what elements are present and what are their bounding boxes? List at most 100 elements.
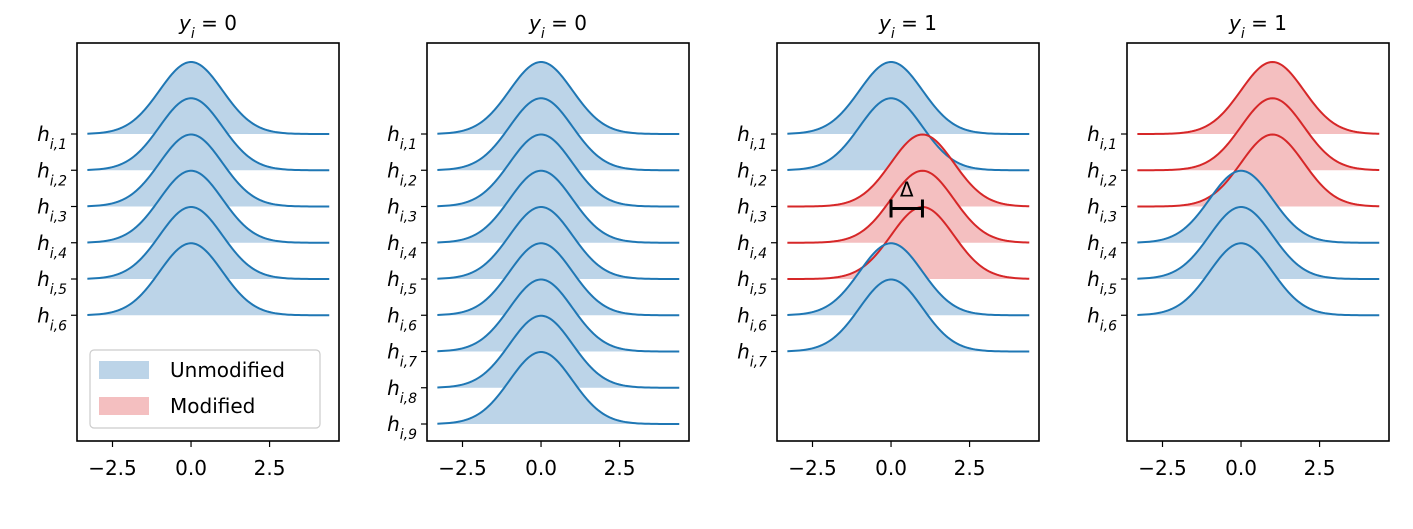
ridge-line [437, 61, 680, 135]
y-tick-label-sub: i,7 [750, 355, 767, 371]
y-tick-label: hi,3 [387, 195, 417, 226]
y-tick-label-base: h [1087, 231, 1100, 255]
y-tick-label: hi,3 [1087, 195, 1117, 226]
y-tick-label-sub: i,3 [1100, 210, 1117, 226]
x-tick-label: −2.5 [438, 456, 487, 480]
ridge-line [87, 61, 330, 135]
y-tick-label: hi,8 [387, 376, 417, 407]
y-tick-label: hi,3 [737, 195, 767, 226]
ridge-fill [1137, 243, 1380, 316]
ridge-fill [1137, 62, 1380, 134]
ridge-line [437, 278, 680, 353]
ridge-line [787, 61, 1030, 135]
ridge-fill [437, 62, 680, 134]
ridge-line [437, 169, 680, 244]
y-tick-label-sub: i,2 [50, 173, 67, 189]
panel-title: yi = 0 [178, 11, 237, 42]
x-tick-label: 0.0 [875, 456, 907, 480]
y-tick-label-sub: i,1 [400, 137, 417, 153]
legend-label: Modified [170, 394, 255, 418]
y-tick-label-base: h [37, 122, 50, 146]
x-tick-label: 2.5 [954, 456, 986, 480]
ridge-fill [1137, 170, 1380, 243]
y-tick-label: hi,4 [1087, 231, 1117, 262]
x-tick-label: 0.0 [525, 456, 557, 480]
ridge-line [87, 169, 330, 244]
y-tick-label-base: h [387, 376, 400, 400]
y-tick-label: hi,2 [37, 158, 67, 189]
panel-title-base: y [178, 11, 192, 35]
y-tick-label-sub: i,6 [400, 318, 417, 334]
ridge-fill [87, 170, 330, 243]
y-tick-label-base: h [737, 195, 750, 219]
ridge-line [437, 314, 680, 389]
y-tick-label-sub: i,6 [750, 318, 767, 334]
axes-frame [1126, 42, 1390, 442]
y-tick-label-sub: i,1 [1100, 137, 1117, 153]
y-tick-label-base: h [37, 195, 50, 219]
y-tick-label: hi,6 [387, 303, 417, 334]
y-tick-label-base: h [37, 303, 50, 327]
ridge-fill [87, 207, 330, 279]
y-tick-label-sub: i,4 [50, 246, 67, 262]
panel-title-base: y [528, 11, 542, 35]
y-tick-label-sub: i,9 [400, 427, 417, 443]
ridge-line [437, 206, 680, 280]
legend-swatch [99, 361, 149, 379]
y-tick-label-sub: i,2 [750, 173, 767, 189]
ridge-fill [787, 243, 1030, 316]
panel-title-rest: = 1 [1245, 11, 1287, 35]
delta-label: Δ [900, 178, 914, 202]
x-tick-label: −2.5 [788, 456, 837, 480]
ridge-line [437, 133, 680, 208]
ridge-line [1137, 60, 1380, 135]
y-tick-label: hi,5 [737, 267, 767, 298]
y-tick-label-sub: i,4 [750, 246, 767, 262]
y-tick-label-sub: i,3 [750, 210, 767, 226]
y-tick-label-sub: i,4 [1100, 246, 1117, 262]
legend-label: Unmodified [170, 358, 285, 382]
y-tick-label: hi,6 [1087, 303, 1117, 334]
ridge-fill [87, 98, 330, 171]
ridge-fill [437, 207, 680, 279]
ridge-fill [87, 62, 330, 134]
legend-swatch [99, 397, 149, 415]
ridge-fill [87, 243, 330, 316]
ridge-line [437, 242, 680, 317]
y-tick-label-base: h [387, 195, 400, 219]
ridge-line [1137, 169, 1380, 244]
x-tick-label: 2.5 [1304, 456, 1336, 480]
y-tick-label: hi,6 [37, 303, 67, 334]
ridge-fill [437, 315, 680, 388]
ridge-line [787, 278, 1030, 353]
y-tick-label-sub: i,4 [400, 246, 417, 262]
ridge-fill [437, 134, 680, 207]
y-tick-label-base: h [1087, 122, 1100, 146]
ridge-fill [787, 207, 1030, 279]
y-tick-label: hi,6 [737, 303, 767, 334]
ridge-line [1137, 133, 1380, 208]
ridge-line [1137, 242, 1380, 317]
ridge-line [787, 242, 1030, 317]
ridge-fill [787, 170, 1030, 243]
panel-title: yi = 0 [528, 11, 587, 42]
y-tick-label: hi,2 [387, 158, 417, 189]
ridge-line [787, 169, 1030, 244]
y-tick-label-base: h [387, 340, 400, 364]
ridge-fill [1137, 207, 1380, 279]
ridge-line [437, 351, 680, 425]
ridge-fill [787, 134, 1030, 207]
x-tick-label: 0.0 [175, 456, 207, 480]
x-tick-label: 2.5 [604, 456, 636, 480]
y-tick-label-base: h [387, 158, 400, 182]
x-tick-label: 2.5 [254, 456, 286, 480]
y-tick-label-base: h [737, 158, 750, 182]
ridge-fill [437, 279, 680, 352]
ridge-fill [1137, 98, 1380, 171]
panel-title: yi = 1 [878, 11, 937, 42]
y-tick-label: hi,2 [737, 158, 767, 189]
ridge-fill [1137, 134, 1380, 207]
y-tick-label: hi,5 [37, 267, 67, 298]
panel-title-base: y [1228, 11, 1242, 35]
